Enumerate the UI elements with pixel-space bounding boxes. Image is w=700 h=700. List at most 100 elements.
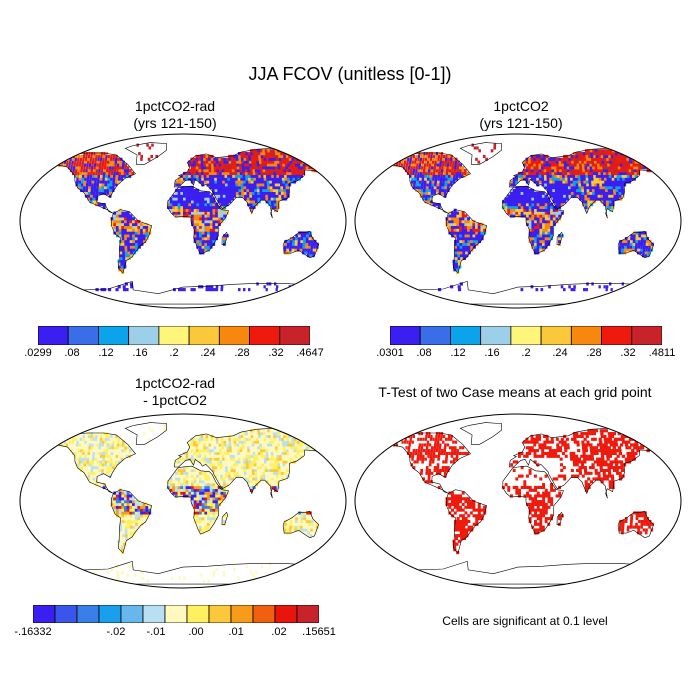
coastline-northAmerica: [377, 152, 471, 214]
coastline-greenland: [124, 422, 168, 445]
map-border: [19, 413, 347, 589]
colorbar-tick-label: .2: [521, 347, 531, 359]
colorbar-tick-label: .28: [234, 347, 250, 359]
colorbar-swatch: [631, 326, 662, 345]
colorbar-difference: [33, 605, 319, 623]
colorbar-swatch: [98, 605, 122, 623]
colorbar-swatch: [54, 605, 78, 623]
colorbar-tick-label: -.16332: [14, 626, 52, 638]
map-1pctco2: [354, 133, 682, 309]
coastline-southAmerica: [111, 489, 153, 554]
colorbar-tick-label: .32: [268, 347, 284, 359]
colorbar-tick-label: .16: [132, 347, 148, 359]
panel-title-line1: 1pctCO2-rad: [134, 98, 216, 114]
coastline-eurasia: [173, 427, 335, 499]
colorbar-swatch: [158, 326, 190, 345]
colorbar-tick-label: .32: [620, 347, 636, 359]
panel-title-line2: (yrs 121-150): [479, 115, 563, 131]
coastline-madagascar: [556, 231, 563, 245]
coastline-australia: [282, 511, 319, 539]
panel-title-line2: - 1pctCO2: [143, 392, 207, 408]
colorbar-labels: .0299 .08 .12 .16 .2 .24 .28 .32 .4647: [24, 347, 324, 361]
coastline-eurasia: [508, 147, 670, 219]
colorbar-tick-label: .15651: [302, 626, 336, 638]
coastline-madagascar: [221, 511, 228, 525]
map-border: [354, 133, 682, 309]
colorbar-tick-label: .08: [64, 347, 80, 359]
panel-title-top-left: 1pctCO2-rad (yrs 121-150): [15, 98, 335, 132]
coastline-northAmerica: [42, 432, 136, 494]
colorbar-tick-label: .24: [200, 347, 216, 359]
colorbar-swatch: [128, 326, 160, 345]
coastline-southAmerica: [446, 209, 488, 274]
coastline-eurasia: [508, 427, 670, 499]
colorbar-swatch: [540, 326, 572, 345]
panel-title-bottom-left: 1pctCO2-rad - 1pctCO2: [15, 375, 335, 409]
panel-title-line1: T-Test of two Case means at each grid po…: [378, 384, 652, 400]
colorbar-tick-label: -.02: [106, 626, 126, 638]
coastline-antarctica: [34, 281, 332, 305]
map-border: [354, 413, 682, 589]
colorbar-swatch: [230, 605, 254, 623]
colorbar-tick-label: .02: [271, 626, 287, 638]
coastline-australia: [617, 231, 654, 259]
colorbar-tick-label: .00: [188, 626, 204, 638]
colorbar-labels: .0301 .08 .12 .16 .2 .24 .28 .32 .4811: [376, 347, 675, 361]
colorbar-tick-label: .12: [98, 347, 114, 359]
colorbar-swatch: [274, 605, 298, 623]
colorbar-swatch: [38, 326, 69, 345]
colorbar-swatch: [67, 326, 99, 345]
colorbar-swatch: [218, 326, 250, 345]
colorbar-swatch: [601, 326, 633, 345]
colorbar-swatch: [279, 326, 310, 345]
coastline-africa: [167, 185, 229, 255]
colorbar-swatch: [208, 605, 232, 623]
coastline-northAmerica: [377, 432, 471, 494]
colorbar-tick-label: .16: [484, 347, 500, 359]
coastline-africa: [502, 465, 564, 535]
coastline-australia: [617, 511, 654, 539]
map-ttest-significance: [354, 413, 682, 589]
colorbar-tick-label: .01: [228, 626, 244, 638]
colorbar-swatch: [98, 326, 130, 345]
coastline-southAmerica: [446, 489, 488, 554]
coastline-antarctica: [369, 281, 667, 305]
colorbar-swatch: [510, 326, 542, 345]
colorbar-swatch: [480, 326, 512, 345]
map-border: [19, 133, 347, 309]
colorbar-swatch: [76, 605, 100, 623]
coastline-greenland: [459, 422, 503, 445]
panel-title-line1: 1pctCO2: [493, 98, 549, 114]
colorbar-tick-label: .08: [416, 347, 432, 359]
colorbar-tick-label: -.01: [146, 626, 166, 638]
colorbar-labels: -.16332 -.02 -.01 .00 .01 .02 .15651: [14, 626, 335, 640]
coastline-antarctica: [34, 561, 332, 585]
colorbar-swatch: [419, 326, 451, 345]
colorbar-tick-label: .0299: [24, 347, 52, 359]
colorbar-swatch: [188, 326, 220, 345]
colorbar-tick-label: .28: [586, 347, 602, 359]
colorbar-swatch: [390, 326, 421, 345]
colorbar-swatch: [570, 326, 602, 345]
map-1pctco2-rad: [19, 133, 347, 309]
significance-note: Cells are significant at 0.1 level: [442, 614, 608, 628]
panel-title-top-right: 1pctCO2 (yrs 121-150): [361, 98, 681, 132]
figure-title: JJA FCOV (unitless [0-1]): [248, 64, 452, 84]
colorbar-swatch: [296, 605, 319, 623]
coastline-southAmerica: [111, 209, 153, 274]
colorbar-tick-label: .2: [169, 347, 179, 359]
colorbar-1pctco2-rad: [38, 326, 310, 345]
panel-title-line1: 1pctCO2-rad: [134, 375, 216, 391]
colorbar-tick-label: .12: [450, 347, 466, 359]
coastline-africa: [167, 465, 229, 535]
colorbar-tick-label: .0301: [376, 347, 404, 359]
coastline-madagascar: [221, 231, 228, 245]
colorbar-tick-label: .4647: [296, 347, 324, 359]
colorbar-1pctco2: [390, 326, 662, 345]
coastline-antarctica: [369, 561, 667, 585]
coastline-greenland: [459, 142, 503, 165]
panel-title-bottom-right: T-Test of two Case means at each grid po…: [330, 384, 700, 400]
colorbar-swatch: [186, 605, 210, 623]
colorbar-swatch: [142, 605, 166, 623]
coastline-madagascar: [556, 511, 563, 525]
